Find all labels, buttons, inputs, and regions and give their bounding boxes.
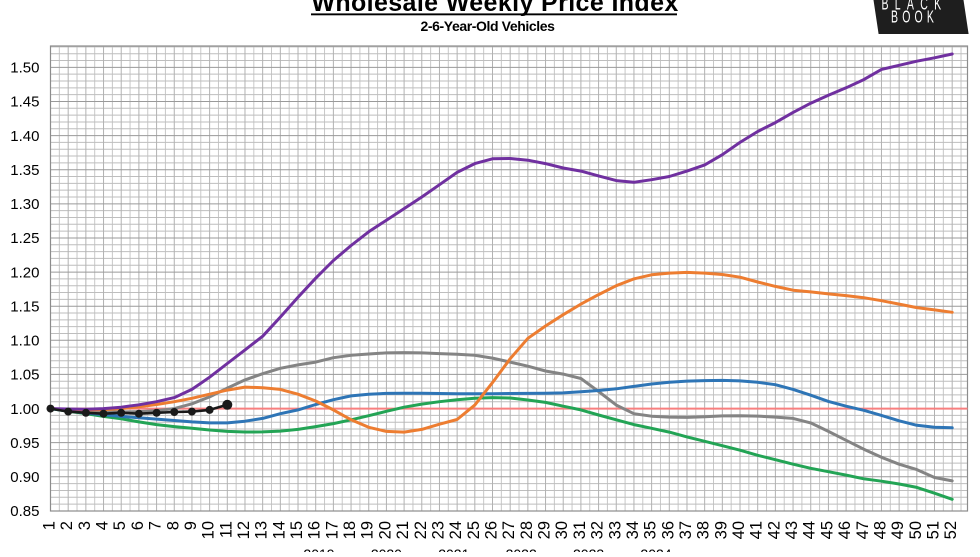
svg-text:0.85: 0.85 (10, 503, 39, 520)
svg-text:28: 28 (518, 521, 536, 539)
svg-text:25: 25 (465, 521, 483, 539)
svg-text:1.50: 1.50 (10, 60, 39, 77)
svg-text:27: 27 (500, 521, 518, 539)
svg-text:4: 4 (94, 521, 112, 530)
svg-text:37: 37 (677, 521, 695, 539)
svg-text:45: 45 (818, 521, 836, 539)
svg-text:0.95: 0.95 (10, 435, 39, 452)
svg-text:20: 20 (376, 521, 394, 539)
svg-text:26: 26 (483, 521, 501, 539)
svg-text:10: 10 (200, 521, 218, 539)
svg-text:1: 1 (41, 521, 59, 530)
svg-text:18: 18 (341, 521, 359, 539)
svg-text:35: 35 (642, 521, 660, 539)
svg-text:16: 16 (306, 521, 324, 539)
svg-text:42: 42 (765, 521, 783, 539)
svg-text:41: 41 (748, 521, 766, 539)
svg-text:1.35: 1.35 (10, 162, 39, 179)
svg-text:36: 36 (659, 521, 677, 539)
svg-text:2022: 2022 (506, 546, 537, 552)
svg-text:7: 7 (147, 521, 165, 530)
svg-text:34: 34 (624, 521, 642, 539)
svg-text:47: 47 (854, 521, 872, 539)
svg-text:23: 23 (430, 521, 448, 539)
svg-text:51: 51 (925, 521, 943, 539)
svg-text:19: 19 (359, 521, 377, 539)
svg-text:2: 2 (58, 521, 76, 530)
svg-text:3: 3 (76, 521, 94, 530)
svg-text:1.05: 1.05 (10, 367, 39, 384)
svg-text:30: 30 (553, 521, 571, 539)
svg-text:12: 12 (235, 521, 253, 539)
svg-text:48: 48 (872, 521, 890, 539)
svg-text:21: 21 (394, 521, 412, 539)
svg-text:8: 8 (164, 521, 182, 530)
svg-text:40: 40 (730, 521, 748, 539)
svg-text:BLACK: BLACK (882, 0, 948, 14)
svg-text:43: 43 (783, 521, 801, 539)
svg-text:38: 38 (695, 521, 713, 539)
svg-text:2024: 2024 (640, 546, 671, 552)
svg-text:49: 49 (889, 521, 907, 539)
svg-text:1.30: 1.30 (10, 196, 39, 213)
svg-text:1.45: 1.45 (10, 94, 39, 111)
svg-text:32: 32 (589, 521, 607, 539)
svg-text:1.00: 1.00 (10, 401, 39, 418)
svg-text:11: 11 (217, 521, 235, 538)
svg-text:44: 44 (801, 521, 819, 539)
svg-text:39: 39 (712, 521, 730, 539)
svg-text:BOOK: BOOK (891, 8, 938, 27)
svg-text:17: 17 (323, 521, 341, 539)
svg-text:2020: 2020 (371, 546, 402, 552)
svg-text:33: 33 (606, 521, 624, 539)
svg-text:5: 5 (111, 521, 129, 530)
svg-text:6: 6 (129, 521, 147, 530)
svg-text:13: 13 (253, 521, 271, 539)
svg-text:52: 52 (942, 521, 960, 539)
svg-text:2019: 2019 (303, 546, 334, 552)
svg-text:1.20: 1.20 (10, 264, 39, 281)
svg-text:50: 50 (907, 521, 925, 539)
svg-text:1.10: 1.10 (10, 333, 39, 350)
svg-text:24: 24 (447, 521, 465, 539)
svg-text:Wholesale Weekly Price Index: Wholesale Weekly Price Index (311, 0, 678, 17)
svg-text:15: 15 (288, 521, 306, 539)
svg-text:0.90: 0.90 (10, 469, 39, 486)
svg-text:1.15: 1.15 (10, 298, 39, 315)
svg-text:31: 31 (571, 521, 589, 539)
svg-text:9: 9 (182, 521, 200, 530)
svg-text:2023: 2023 (573, 546, 604, 552)
svg-text:2-6-Year-Old Vehicles: 2-6-Year-Old Vehicles (420, 18, 555, 34)
svg-text:1.25: 1.25 (10, 230, 39, 247)
svg-text:22: 22 (412, 521, 430, 539)
svg-text:1.40: 1.40 (10, 128, 39, 145)
svg-text:46: 46 (836, 521, 854, 539)
svg-text:29: 29 (536, 521, 554, 539)
svg-text:14: 14 (270, 521, 288, 539)
